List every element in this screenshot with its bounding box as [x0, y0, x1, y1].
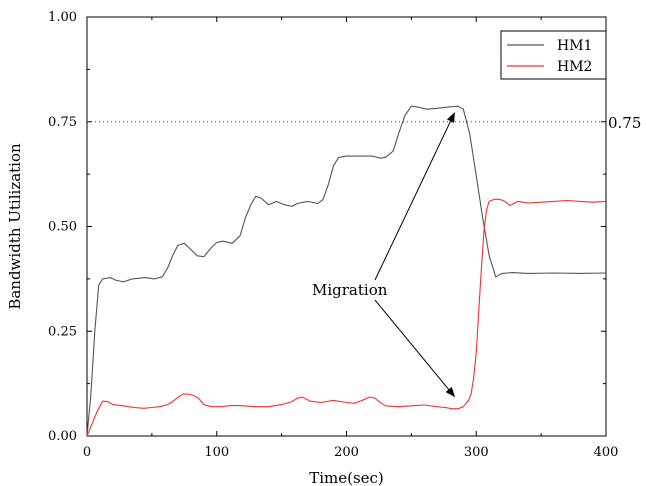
migration-arrow — [374, 112, 455, 281]
legend-box — [500, 30, 607, 80]
series-layer — [86, 105, 607, 437]
y-tick-label: 0.75 — [48, 115, 77, 130]
y-axis-title: Bandwidth Utilization — [6, 143, 24, 310]
series-line-hm2 — [86, 198, 607, 437]
y-tick-label: 1.00 — [48, 10, 77, 25]
axis-ticks — [86, 16, 607, 437]
x-tick-label: 400 — [594, 445, 619, 460]
series-line-hm1 — [86, 105, 607, 437]
y-tick-label: 0.50 — [48, 220, 77, 235]
y-tick-label: 0.25 — [48, 324, 77, 339]
reference-line-label: 0.75 — [608, 114, 641, 132]
legend-label-hm2: HM2 — [557, 59, 592, 75]
legend-label-hm1: HM1 — [557, 38, 592, 54]
x-tick-label: 0 — [83, 445, 91, 460]
annotation: Migration — [312, 112, 456, 398]
x-axis-title: Time(sec) — [309, 469, 384, 486]
migration-arrow — [374, 299, 456, 398]
axis-tick-labels: 0 100 200 300 400 0.00 0.25 0.50 0.75 1.00 — [48, 10, 618, 460]
migration-annotation-text: Migration — [312, 281, 388, 299]
x-tick-label: 200 — [334, 445, 359, 460]
y-tick-label: 0.00 — [48, 429, 77, 444]
plot-frame — [86, 16, 607, 437]
legend: HM1 HM2 — [500, 30, 607, 80]
x-tick-label: 300 — [464, 445, 489, 460]
x-tick-label: 100 — [204, 445, 229, 460]
